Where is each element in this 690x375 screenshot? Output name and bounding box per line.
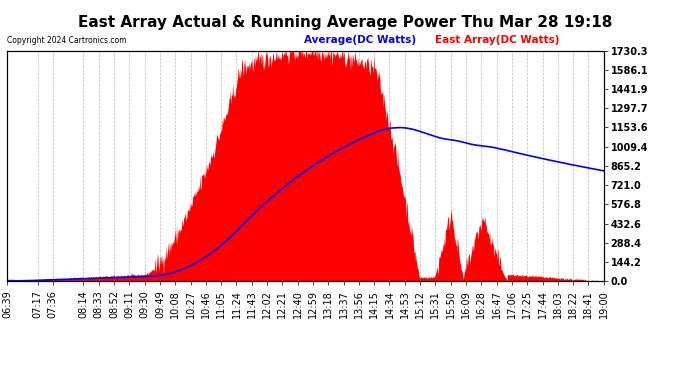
Text: Copyright 2024 Cartronics.com: Copyright 2024 Cartronics.com	[7, 36, 126, 45]
Text: Average(DC Watts): Average(DC Watts)	[304, 35, 415, 45]
Text: East Array Actual & Running Average Power Thu Mar 28 19:18: East Array Actual & Running Average Powe…	[78, 15, 612, 30]
Text: East Array(DC Watts): East Array(DC Watts)	[435, 35, 559, 45]
